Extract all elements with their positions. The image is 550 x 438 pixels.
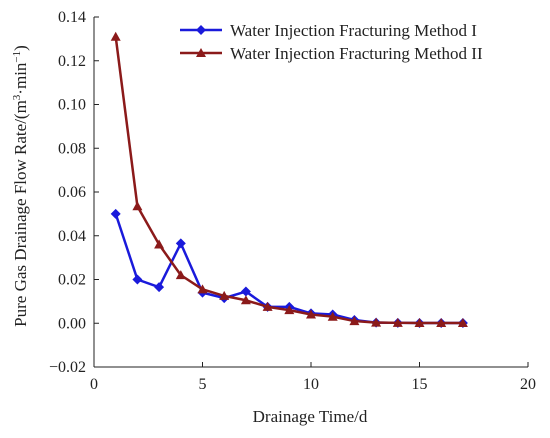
y-axis-title-main: Pure Gas Drainage Flow Rate/(m: [11, 100, 30, 327]
data-point-triangle: [392, 317, 403, 327]
y-tick-label: 0.14: [58, 9, 86, 26]
y-tick-label: 0.12: [58, 53, 86, 70]
data-point-diamond: [154, 282, 165, 293]
series-layer: [110, 31, 468, 329]
x-tick-label: 15: [412, 376, 428, 393]
legend-label: Water Injection Fracturing Method I: [230, 21, 477, 40]
y-axis-title-end: ): [11, 45, 30, 51]
y-tick-label: −0.02: [49, 359, 86, 376]
y-tick-label: 0.02: [58, 272, 86, 289]
data-point-triangle: [371, 317, 382, 327]
x-axis-title: Drainage Time/d: [253, 407, 368, 426]
data-point-triangle: [349, 316, 360, 326]
y-tick-label: 0.00: [58, 315, 86, 332]
y-axis-title-sup2: −1: [11, 51, 23, 63]
legend-entry-1: Water Injection Fracturing Method I: [180, 21, 477, 40]
y-tick-label: 0.10: [58, 97, 86, 114]
y-axis-title-sup1: 3: [11, 94, 23, 100]
data-point-triangle: [154, 239, 165, 249]
y-tick-label: 0.08: [58, 140, 86, 157]
data-point-triangle: [240, 295, 251, 305]
legend-entry-2: Water Injection Fracturing Method II: [180, 44, 483, 63]
x-tick-label: 20: [520, 376, 536, 393]
data-point-diamond: [175, 238, 186, 249]
legend-marker-diamond: [196, 25, 206, 35]
data-point-triangle: [197, 284, 208, 294]
data-point-triangle: [284, 305, 295, 315]
legend-marker-triangle: [196, 48, 206, 57]
data-point-triangle: [219, 290, 230, 300]
data-point-triangle: [262, 301, 273, 311]
x-tick-label: 5: [199, 376, 207, 393]
y-axis-title: Pure Gas Drainage Flow Rate/(m3·min−1): [11, 45, 30, 327]
x-tick-label: 0: [90, 376, 98, 393]
legend: Water Injection Fracturing Method I Water…: [180, 21, 483, 63]
data-point-triangle: [327, 311, 338, 321]
legend-label: Water Injection Fracturing Method II: [230, 44, 483, 63]
axes: 0 5 10 15 20 −0.02 0.00 0.02 0.04 0.06 0.08 0.10 0.1…: [49, 9, 536, 393]
data-point-triangle: [414, 318, 425, 328]
data-point-triangle: [306, 309, 316, 319]
y-tick-label: 0.06: [58, 184, 86, 201]
series-line: [114, 36, 463, 325]
data-point-diamond: [240, 286, 251, 297]
x-tick-label: 10: [303, 376, 319, 393]
data-point-diamond: [110, 208, 121, 219]
data-point-triangle: [457, 318, 468, 328]
data-point-triangle: [436, 318, 447, 328]
data-point-triangle: [132, 201, 143, 211]
data-point-triangle: [110, 31, 121, 41]
y-tick-label: 0.04: [58, 228, 86, 245]
series-2: [110, 31, 468, 328]
data-point-diamond: [132, 274, 143, 285]
data-point-triangle: [175, 270, 186, 280]
y-axis-title-mid: ·min: [11, 62, 30, 95]
